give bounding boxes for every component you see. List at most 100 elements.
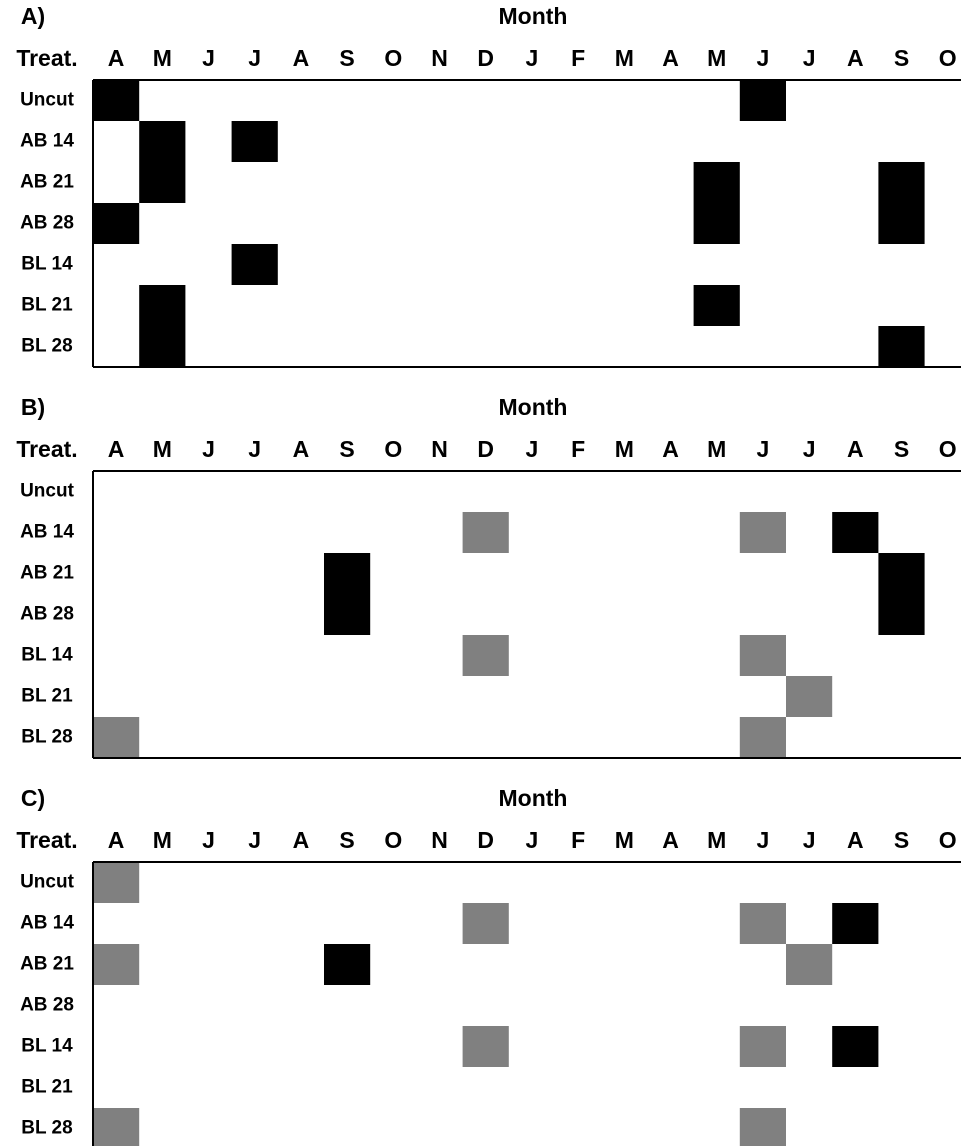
cell: [739, 635, 786, 676]
cell: [93, 80, 140, 121]
month-label: M: [707, 45, 726, 71]
row-label: BL 14: [21, 1036, 73, 1057]
row-label: Uncut: [20, 872, 75, 893]
cell: [139, 121, 186, 162]
panel-label: A): [21, 3, 45, 29]
cell: [693, 162, 740, 203]
month-label: F: [571, 436, 585, 462]
month-label: S: [339, 827, 354, 853]
row-label: BL 21: [21, 1077, 73, 1098]
month-label: J: [248, 436, 261, 462]
cell: [93, 862, 140, 903]
cell: [739, 1026, 786, 1067]
cell: [739, 512, 786, 553]
month-label: M: [615, 45, 634, 71]
row-label: BL 28: [21, 1118, 72, 1139]
cell: [93, 717, 140, 758]
cell: [139, 326, 186, 367]
row-label: AB 14: [20, 522, 74, 543]
cell: [93, 203, 140, 244]
cell: [739, 903, 786, 944]
month-label: J: [757, 827, 770, 853]
cell: [462, 512, 509, 553]
month-label: J: [248, 827, 261, 853]
cell: [832, 903, 879, 944]
month-label: F: [571, 827, 585, 853]
row-label: BL 21: [21, 686, 73, 707]
month-label: O: [384, 436, 402, 462]
cell: [93, 1108, 140, 1146]
month-label: F: [571, 45, 585, 71]
month-label: J: [202, 45, 215, 71]
month-label: A: [293, 45, 310, 71]
cell: [739, 717, 786, 758]
month-label: M: [153, 45, 172, 71]
cell: [139, 285, 186, 326]
panel-label: B): [21, 394, 45, 420]
month-label: A: [847, 436, 864, 462]
month-label: J: [526, 45, 539, 71]
month-label: O: [939, 45, 957, 71]
row-label: AB 21: [20, 172, 74, 193]
month-label: J: [757, 45, 770, 71]
month-label: J: [803, 827, 816, 853]
row-label: AB 14: [20, 913, 74, 934]
month-label: N: [431, 436, 448, 462]
month-label: A: [662, 45, 679, 71]
month-label: S: [339, 45, 354, 71]
axis-title: Month: [499, 394, 568, 420]
row-label: BL 28: [21, 727, 72, 748]
month-label: A: [293, 827, 310, 853]
month-label: D: [477, 436, 494, 462]
month-label: M: [707, 827, 726, 853]
month-label: J: [202, 436, 215, 462]
row-label: AB 28: [20, 213, 74, 234]
row-header: Treat.: [16, 436, 77, 462]
cell: [231, 244, 278, 285]
cell: [231, 121, 278, 162]
month-label: M: [707, 436, 726, 462]
cell: [832, 512, 879, 553]
month-label: M: [615, 436, 634, 462]
cell: [878, 203, 925, 244]
month-label: M: [615, 827, 634, 853]
cell: [739, 80, 786, 121]
month-label: O: [384, 45, 402, 71]
month-label: J: [803, 45, 816, 71]
row-label: BL 14: [21, 645, 73, 666]
cell: [324, 553, 371, 594]
panel-label: C): [21, 785, 45, 811]
axis-title: Month: [499, 3, 568, 29]
cell: [878, 162, 925, 203]
row-label: BL 14: [21, 254, 73, 275]
cell: [324, 594, 371, 635]
cell: [462, 635, 509, 676]
month-label: O: [384, 827, 402, 853]
row-header: Treat.: [16, 45, 77, 71]
month-label: A: [847, 45, 864, 71]
month-label: J: [526, 436, 539, 462]
cell: [878, 594, 925, 635]
row-label: Uncut: [20, 481, 75, 502]
month-label: A: [847, 827, 864, 853]
month-label: A: [662, 436, 679, 462]
axis-title: Month: [499, 785, 568, 811]
month-label: M: [153, 436, 172, 462]
cell: [693, 203, 740, 244]
cell: [93, 944, 140, 985]
month-label: N: [431, 827, 448, 853]
month-label: J: [202, 827, 215, 853]
row-label: AB 28: [20, 995, 74, 1016]
row-label: AB 21: [20, 954, 74, 975]
cell: [878, 326, 925, 367]
cell: [462, 903, 509, 944]
month-label: O: [939, 436, 957, 462]
cell: [832, 1026, 879, 1067]
month-label: J: [757, 436, 770, 462]
month-label: N: [431, 45, 448, 71]
month-label: M: [153, 827, 172, 853]
cell: [786, 676, 833, 717]
month-label: S: [894, 827, 909, 853]
month-label: A: [108, 436, 125, 462]
